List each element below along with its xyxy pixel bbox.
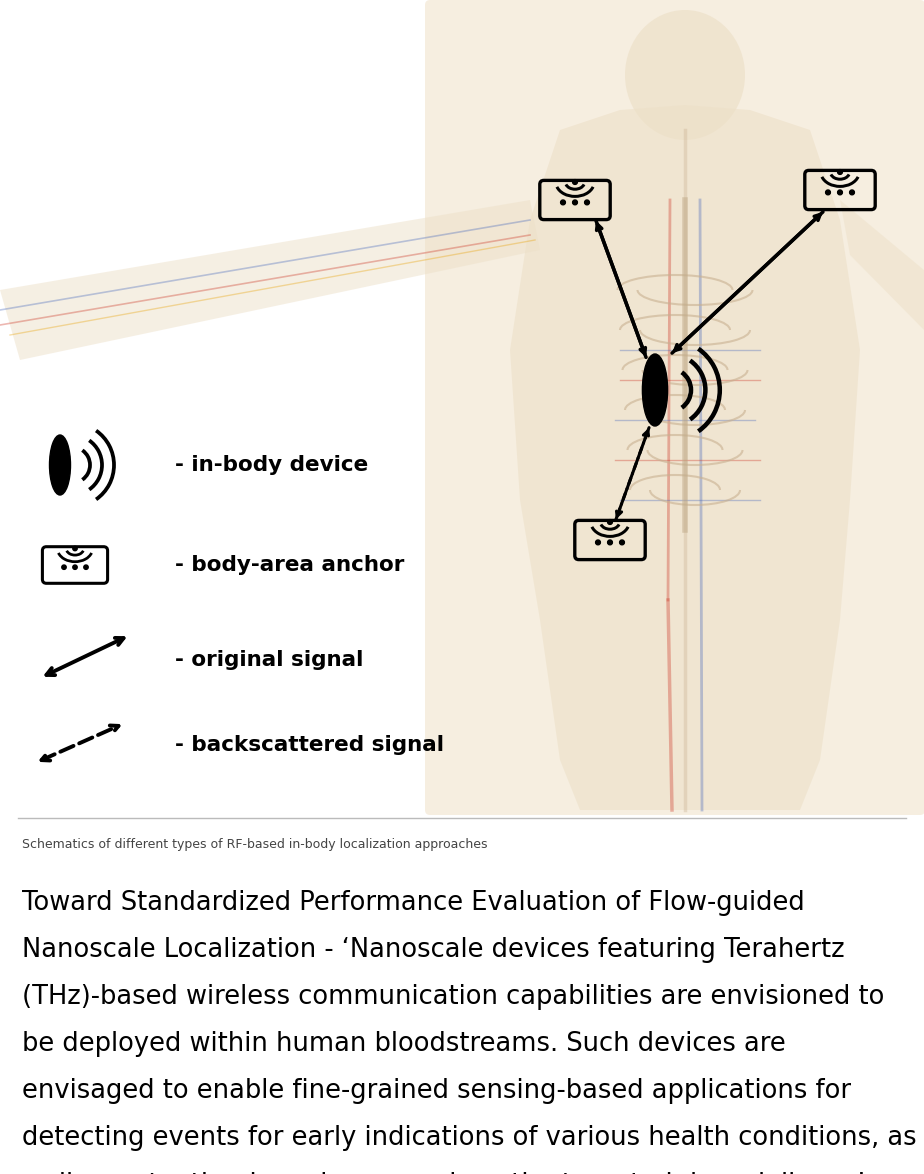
Ellipse shape [849,190,855,195]
Text: well as actuation-based ones such as the targeted drug delivery.’: well as actuation-based ones such as the… [22,1172,865,1174]
Text: Schematics of different types of RF-based in-body localization approaches: Schematics of different types of RF-base… [22,838,488,851]
Polygon shape [840,200,924,330]
Text: Nanoscale Localization - ‘Nanoscale devices featuring Terahertz: Nanoscale Localization - ‘Nanoscale devi… [22,937,845,963]
Text: - backscattered signal: - backscattered signal [175,735,444,755]
Ellipse shape [837,190,843,195]
Text: - in-body device: - in-body device [175,456,369,475]
Ellipse shape [608,520,613,525]
Text: (THz)-based wireless communication capabilities are envisioned to: (THz)-based wireless communication capab… [22,984,884,1010]
Ellipse shape [573,200,578,204]
Ellipse shape [625,11,745,140]
Ellipse shape [573,180,578,184]
Ellipse shape [620,540,625,545]
Polygon shape [510,104,860,810]
Ellipse shape [585,200,590,204]
Ellipse shape [642,355,668,426]
Ellipse shape [50,436,70,495]
Text: envisaged to enable fine-grained sensing-based applications for: envisaged to enable fine-grained sensing… [22,1078,851,1104]
Ellipse shape [84,565,88,569]
Ellipse shape [561,200,565,204]
Text: - original signal: - original signal [175,650,363,670]
Ellipse shape [596,540,601,545]
Text: - body-area anchor: - body-area anchor [175,555,405,575]
Ellipse shape [73,565,78,569]
Text: detecting events for early indications of various health conditions, as: detecting events for early indications o… [22,1125,917,1151]
Ellipse shape [608,540,613,545]
Text: be deployed within human bloodstreams. Such devices are: be deployed within human bloodstreams. S… [22,1031,785,1057]
FancyBboxPatch shape [425,0,924,815]
Ellipse shape [826,190,831,195]
Ellipse shape [62,565,67,569]
Ellipse shape [73,546,78,551]
Text: Toward Standardized Performance Evaluation of Flow-guided: Toward Standardized Performance Evaluati… [22,890,805,916]
Ellipse shape [837,169,843,175]
Polygon shape [0,200,540,360]
